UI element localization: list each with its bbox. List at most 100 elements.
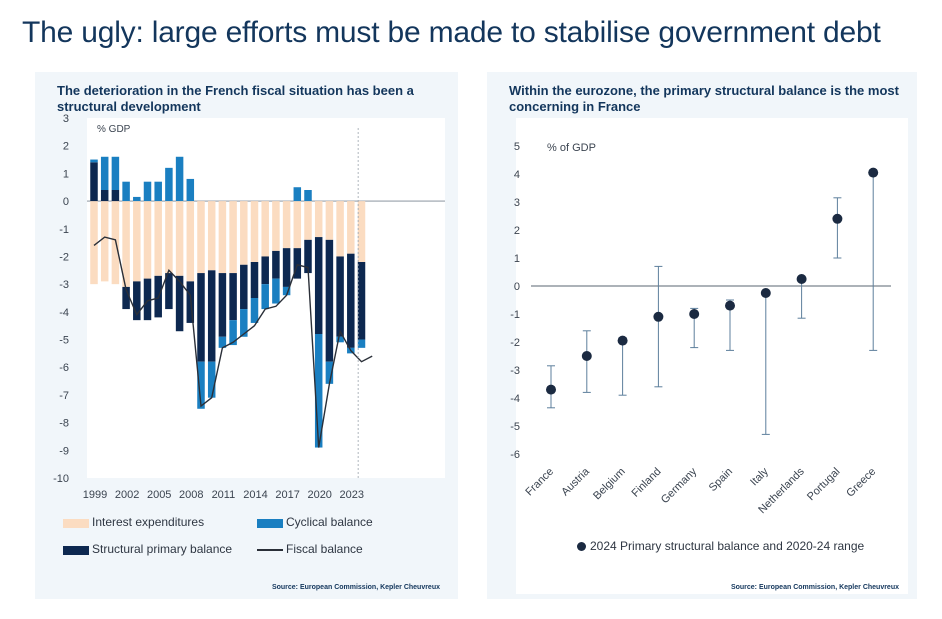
x-tick-label: 2008 — [179, 489, 203, 501]
bar-structural — [111, 190, 120, 202]
bar-cyclical — [143, 181, 152, 202]
y-tick-label: -1 — [59, 224, 69, 236]
legend-line-fiscal — [257, 549, 283, 551]
right-legend-label: 2024 Primary structural balance and 2020… — [590, 539, 865, 553]
bar-cyclical — [197, 361, 205, 409]
bar-cyclical — [357, 339, 366, 348]
legend-label-cyclical: Cyclical balance — [286, 515, 373, 529]
bar-cyclical — [272, 278, 280, 304]
bar-interest — [218, 201, 227, 274]
bar-interest — [175, 201, 184, 276]
bar-structural — [229, 273, 237, 321]
x-tick-label: 2005 — [147, 489, 171, 501]
bar-cyclical — [133, 196, 141, 202]
bar-interest — [90, 201, 98, 285]
bar-cyclical — [90, 159, 98, 163]
x-tick-label: 2023 — [340, 489, 364, 501]
y-tick-label: -5 — [59, 335, 69, 347]
bar-cyclical — [100, 156, 109, 190]
bar-interest — [293, 201, 302, 249]
bar-interest — [347, 201, 355, 254]
bar-interest — [325, 201, 334, 240]
bar-interest — [143, 201, 152, 279]
point-spain — [725, 300, 735, 311]
bar-cyclical — [325, 361, 334, 384]
bar-interest — [122, 201, 130, 287]
right-plot-area — [516, 118, 908, 594]
bar-structural — [347, 253, 355, 348]
x-tick-label-belgium: Belgium — [591, 466, 628, 503]
y-tick-label: 0 — [63, 196, 69, 208]
y-tick-label: 1 — [63, 168, 69, 180]
legend-label-structural: Structural primary balance — [92, 542, 233, 556]
unit-label: % of GDP — [547, 142, 596, 154]
left-chart-title: The deterioration in the French fiscal s… — [57, 83, 414, 114]
bar-interest — [197, 201, 205, 274]
bar-structural — [90, 162, 98, 202]
point-greece — [868, 167, 879, 178]
bar-cyclical — [293, 187, 302, 202]
bar-cyclical — [240, 309, 248, 337]
y-tick-label: 4 — [514, 169, 520, 181]
bar-structural — [122, 286, 130, 310]
legend-label-fiscal: Fiscal balance — [286, 542, 363, 556]
bar-structural — [325, 239, 334, 362]
bar-structural — [261, 256, 269, 285]
bar-structural — [197, 273, 205, 362]
bar-interest — [357, 201, 366, 262]
y-tick-label: -6 — [59, 362, 69, 374]
legend-dot-icon — [577, 542, 586, 551]
bar-structural — [207, 270, 216, 362]
x-tick-label: 2011 — [212, 489, 236, 501]
x-tick-label-finland: Finland — [630, 466, 664, 500]
x-tick-label-germany: Germany — [659, 465, 700, 506]
y-tick-label: -4 — [59, 307, 69, 319]
right-chart-source: Source: European Commission, Kepler Cheu… — [730, 584, 899, 591]
bar-cyclical — [218, 336, 227, 348]
x-tick-label-greece: Greece — [844, 466, 878, 500]
bar-structural — [293, 248, 302, 279]
bar-cyclical — [336, 336, 344, 343]
y-tick-label: -6 — [510, 449, 520, 461]
y-tick-label: -9 — [59, 445, 69, 457]
x-tick-label-portugal: Portugal — [805, 466, 842, 503]
legend-label-interest: Interest expenditures — [92, 515, 205, 529]
y-tick-label: 0 — [514, 281, 520, 293]
y-tick-label: -4 — [510, 393, 520, 405]
y-tick-label: -10 — [53, 473, 69, 485]
bar-interest — [207, 201, 216, 271]
bar-structural — [175, 275, 184, 332]
bar-structural — [143, 278, 152, 321]
bar-structural — [100, 190, 109, 202]
bar-structural — [314, 237, 323, 334]
bar-interest — [165, 201, 173, 274]
x-tick-label: 2017 — [275, 489, 299, 501]
bar-structural — [357, 262, 366, 340]
y-tick-label: -7 — [59, 390, 69, 402]
point-italy — [760, 288, 771, 298]
bar-cyclical — [207, 361, 216, 398]
y-tick-label: 2 — [514, 225, 520, 237]
bar-cyclical — [165, 167, 173, 202]
right-chart-legend: 2024 Primary structural balance and 2020… — [577, 539, 864, 553]
right-chart-title: Within the eurozone, the primary structu… — [509, 83, 899, 114]
fiscal-balance-line — [93, 236, 373, 448]
bar-cyclical — [175, 156, 184, 202]
bar-cyclical — [304, 190, 312, 202]
bar-cyclical — [229, 320, 237, 346]
y-tick-label: 1 — [514, 253, 520, 265]
y-tick-label: 3 — [514, 197, 520, 209]
left-chart-panel: The deterioration in the French fiscal s… — [35, 72, 458, 599]
y-tick-label: -2 — [59, 251, 69, 263]
bar-cyclical — [282, 286, 291, 296]
legend-swatch-structural — [63, 546, 89, 555]
y-tick-label: -3 — [59, 279, 69, 291]
bar-cyclical — [111, 156, 120, 190]
point-austria — [581, 351, 592, 361]
bar-structural — [133, 281, 141, 321]
left-chart-svg: 3 2 1 0 -1 -2 -3 -4 -5 -6 -7 -8 -9 -10 % GDP 1999 2002 20… — [53, 113, 445, 501]
point-portugal — [832, 213, 843, 224]
bar-cyclical — [186, 178, 195, 202]
y-tick-label: 2 — [63, 141, 69, 153]
x-tick-label-austria: Austria — [559, 465, 592, 498]
